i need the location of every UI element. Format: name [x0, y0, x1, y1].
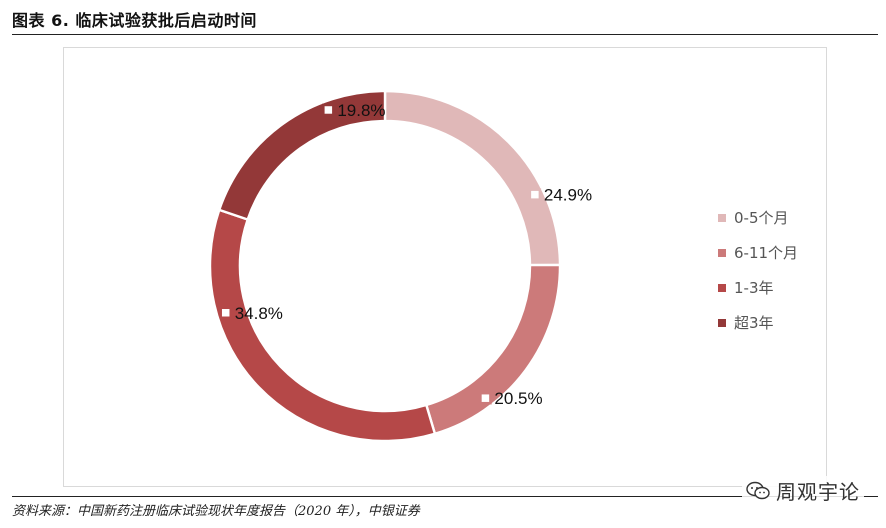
data-label-marker [219, 306, 232, 320]
data-label-marker [479, 391, 492, 405]
legend-item: 超3年 [718, 305, 798, 340]
legend-swatch [718, 248, 726, 257]
data-label: 20.5% [494, 389, 542, 408]
donut-slice [383, 89, 562, 267]
wechat-icon [746, 481, 770, 499]
legend-label: 0-5个月 [734, 209, 789, 227]
watermark: 周观宇论 [742, 476, 864, 505]
data-label: 24.9% [544, 186, 592, 205]
donut-slice [424, 263, 562, 436]
source-note: 资料来源：中国新药注册临床试验现状年度报告（2020 年），中银证券 [12, 504, 420, 519]
data-label-marker [322, 103, 335, 117]
legend-label: 6-11个月 [734, 244, 799, 262]
chart-legend: 0-5个月 6-11个月 1-3年超3年 [718, 200, 798, 340]
data-label-marker [528, 188, 542, 201]
legend-swatch [718, 318, 726, 327]
figure-title: 图表 6. 临床试验获批后启动时间 [12, 11, 257, 30]
legend-item: 0-5个月 [718, 200, 798, 235]
donut-slice [208, 208, 437, 443]
legend-label: 1-3年 [734, 279, 774, 297]
legend-swatch [718, 283, 726, 292]
legend-label: 超3年 [734, 314, 774, 332]
donut-slice [217, 89, 387, 221]
legend-item: 1-3年 [718, 270, 798, 305]
data-label: 34.8% [235, 304, 283, 323]
legend-swatch [718, 213, 726, 222]
legend-item: 6-11个月 [718, 235, 798, 270]
title-underline [12, 34, 878, 35]
source-rule [12, 496, 878, 497]
data-label: 19.8% [337, 101, 385, 120]
watermark-text: 周观宇论 [776, 480, 860, 504]
